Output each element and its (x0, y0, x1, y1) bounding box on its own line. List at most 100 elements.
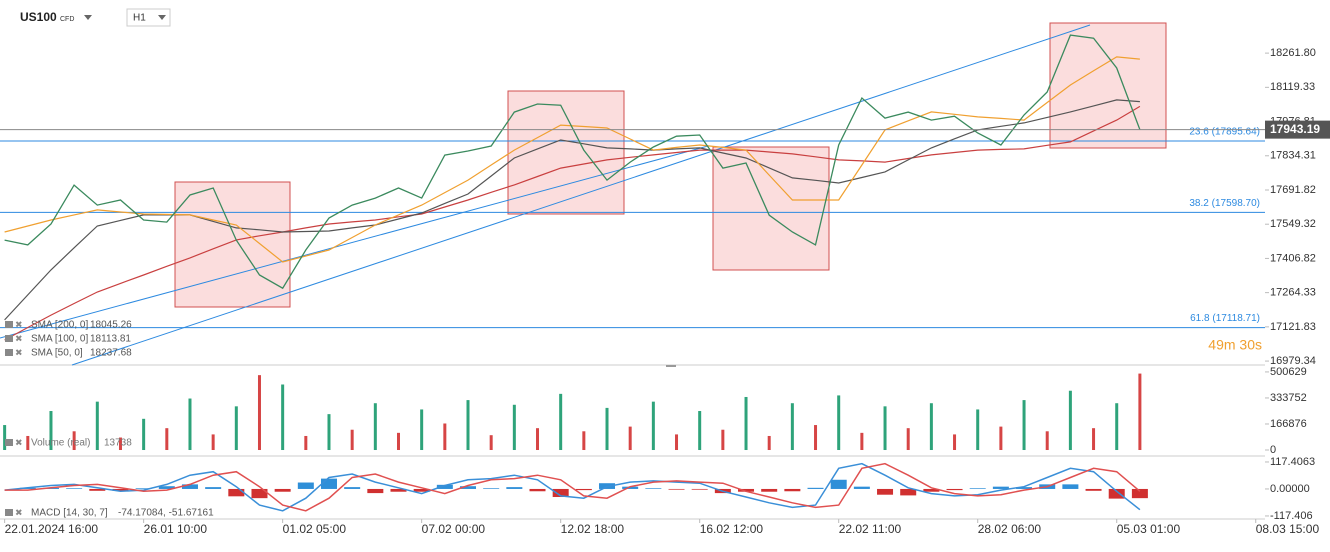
y-tick-label: 17264.33 (1270, 287, 1316, 299)
volume-bar (165, 428, 169, 451)
legend-name: Volume (real) (31, 438, 90, 449)
highlight-box (712, 146, 830, 271)
macd-histogram (413, 488, 430, 492)
legend-name: SMA [100, 0] (31, 334, 88, 345)
macd-histogram (552, 488, 569, 498)
y-tick-label: -117.406 (1270, 510, 1313, 522)
x-tick-label: 22.01.2024 16:00 (5, 522, 99, 536)
legend-name: SMA [50, 0] (31, 348, 83, 359)
macd-histogram (761, 488, 778, 492)
legend-value: 18113.81 (90, 334, 131, 345)
fib-label: 61.8 (17118.71) (1190, 313, 1260, 324)
legend-icon (5, 335, 13, 342)
volume-bar (1138, 373, 1142, 451)
legend-value: 18237.68 (90, 348, 132, 359)
macd-histogram (853, 486, 870, 489)
y-tick-label: 17406.82 (1270, 252, 1316, 264)
macd-histogram (1016, 487, 1033, 489)
macd-histogram (460, 486, 477, 489)
legend-name: MACD [14, 30, 7] (31, 508, 108, 519)
macd-histogram (529, 488, 546, 492)
volume-bar (559, 393, 563, 451)
y-tick-label: 117.4063 (1270, 456, 1315, 468)
volume-bar (49, 411, 53, 451)
x-tick-label: 26.01 10:00 (144, 522, 208, 536)
macd-histogram (297, 482, 314, 489)
volume-bar (1045, 431, 1049, 451)
y-tick-label: 17121.83 (1270, 321, 1316, 333)
legend-icon (5, 439, 13, 446)
macd-histogram (436, 484, 453, 489)
trend-line (71, 24, 1091, 366)
macd-histogram (575, 488, 592, 491)
legend-icon (5, 321, 13, 328)
volume-bar (72, 431, 76, 451)
macd-histogram (320, 478, 337, 489)
macd-histogram (1131, 488, 1148, 499)
last-price-label: 17943.19 (1270, 122, 1320, 136)
volume-bar (698, 411, 702, 451)
macd-histogram (228, 488, 245, 497)
volume-bar (118, 437, 122, 451)
macd-histogram (645, 488, 662, 489)
volume-bar (1068, 390, 1072, 451)
volume-bar (999, 426, 1003, 451)
legend-value: -74.17084, -51.67161 (118, 508, 214, 519)
countdown: 49m 30s (1208, 337, 1262, 353)
macd-histogram (784, 488, 801, 492)
dropdown-arrow[interactable] (84, 15, 92, 20)
symbol[interactable]: US100 (20, 10, 57, 24)
volume-bar (234, 406, 238, 451)
x-tick-label: 28.02 06:00 (978, 522, 1042, 536)
volume-bar (211, 434, 215, 451)
y-tick-label: 500629 (1270, 366, 1307, 378)
macd-histogram (738, 488, 755, 492)
macd-histogram (946, 488, 963, 491)
volume-bar (582, 431, 586, 451)
macd-histogram (807, 487, 824, 489)
volume-bar (767, 435, 771, 451)
drawings (0, 22, 1167, 366)
y-tick-label: 0.00000 (1270, 483, 1310, 495)
macd-histogram (390, 488, 407, 492)
volume-bar (327, 414, 331, 451)
volume-bar (26, 435, 30, 451)
macd-histogram (830, 479, 847, 489)
volume-bar (605, 407, 609, 451)
timeframe[interactable]: H1 (133, 13, 146, 24)
volume-bar (257, 375, 261, 451)
fib-label: 38.2 (17598.70) (1189, 198, 1260, 209)
volume-bar (628, 426, 632, 451)
volume-bar (420, 409, 424, 451)
x-tick-label: 01.02 05:00 (283, 522, 347, 536)
macd-histogram (506, 487, 523, 489)
macd-histogram (483, 488, 500, 489)
macd-histogram (691, 488, 708, 490)
macd-histogram (89, 488, 106, 491)
volume-bar (281, 384, 285, 451)
volume-bar (953, 434, 957, 451)
legend-value: 13738 (104, 438, 132, 449)
volume-bar (350, 429, 354, 451)
macd-histogram (274, 488, 291, 492)
volume-bar (883, 406, 887, 451)
macd-histogram (969, 488, 986, 489)
volume-bar (536, 428, 540, 451)
x-tick-label: 07.02 00:00 (422, 522, 486, 536)
timeframe-box[interactable] (126, 8, 171, 27)
macd-histogram (66, 488, 83, 489)
y-tick-label: 166876 (1270, 418, 1307, 430)
dropdown-arrow[interactable] (158, 15, 166, 20)
legend-close: ✖ (15, 319, 23, 329)
volume-bar (651, 401, 655, 451)
legend-icon (5, 349, 13, 356)
macd-line (4, 462, 1141, 512)
volume-bar (489, 435, 493, 451)
volume-bar (188, 398, 192, 451)
x-tick-label: 12.02 18:00 (561, 522, 625, 536)
volume-bar (744, 396, 748, 451)
sma-line (4, 56, 1140, 263)
legend-name: SMA [200, 0] (31, 320, 88, 331)
legend-close: ✖ (15, 437, 23, 447)
